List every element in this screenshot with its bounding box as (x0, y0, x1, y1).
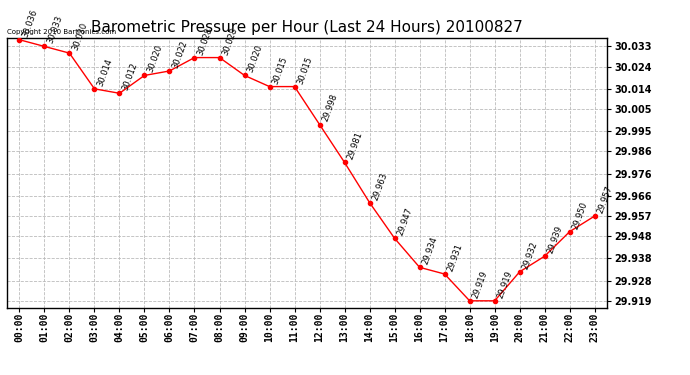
Text: 29.919: 29.919 (471, 269, 489, 299)
Text: 30.020: 30.020 (246, 44, 264, 74)
Text: 30.015: 30.015 (296, 55, 315, 85)
Text: 29.939: 29.939 (546, 225, 564, 255)
Text: 30.015: 30.015 (271, 55, 289, 85)
Text: 29.947: 29.947 (396, 207, 415, 237)
Text: 29.963: 29.963 (371, 171, 389, 201)
Text: 29.934: 29.934 (421, 236, 440, 266)
Title: Barometric Pressure per Hour (Last 24 Hours) 20100827: Barometric Pressure per Hour (Last 24 Ho… (91, 20, 523, 35)
Text: 30.020: 30.020 (146, 44, 164, 74)
Text: 30.028: 30.028 (221, 26, 239, 56)
Text: 30.033: 30.033 (46, 15, 64, 45)
Text: 30.014: 30.014 (96, 57, 115, 87)
Text: 30.012: 30.012 (121, 62, 139, 92)
Text: 29.981: 29.981 (346, 131, 364, 161)
Text: 29.932: 29.932 (521, 240, 540, 270)
Text: 30.028: 30.028 (196, 26, 215, 56)
Text: 30.030: 30.030 (71, 21, 89, 52)
Text: 30.036: 30.036 (21, 8, 39, 38)
Text: 30.022: 30.022 (171, 39, 189, 70)
Text: 29.998: 29.998 (321, 93, 339, 123)
Text: 29.950: 29.950 (571, 200, 589, 230)
Text: 29.919: 29.919 (496, 269, 514, 299)
Text: Copyright 2010 Bartronics.com: Copyright 2010 Bartronics.com (7, 29, 116, 35)
Text: 29.931: 29.931 (446, 242, 464, 273)
Text: 29.957: 29.957 (596, 184, 615, 214)
